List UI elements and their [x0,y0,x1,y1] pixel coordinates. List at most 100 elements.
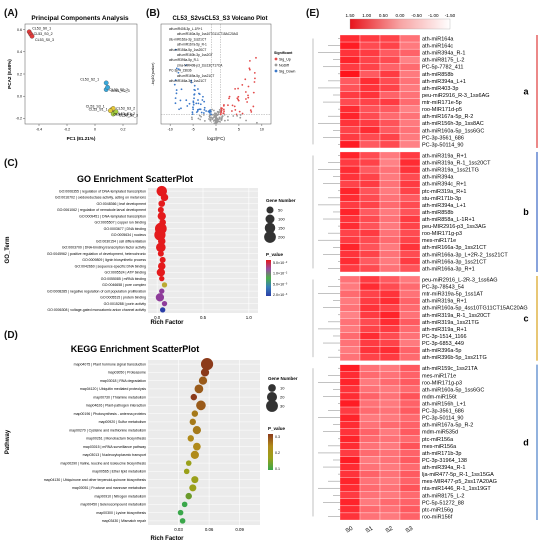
kegg-point [187,435,194,442]
go-term-label: GO:0006355 | regulation of DNA-templated… [59,189,146,193]
kegg-point [185,492,192,500]
heatmap-cell [379,91,401,99]
volcano-point [209,116,212,119]
heatmap-cell [399,339,421,347]
heatmap-row-label: mes-MIR477-p5_2ss17A20AG [422,479,497,485]
go-term-label: GO:0055085 | mRNA binding [101,277,146,281]
heatmap-cell [339,172,361,181]
volcano-point [219,113,222,115]
heatmap-cell [379,449,401,457]
heatmap-cell [339,421,361,429]
heatmap-cell [359,339,381,347]
heatmap-cell [339,304,361,312]
heatmap-cell [359,187,381,195]
kegg-term-label: map00290 | Valine, leucine and isoleucin… [61,461,147,465]
volcano-point [218,120,221,123]
volcano-annotation: ath-miR167a-5p_R-1 [177,43,207,47]
kegg-point [192,426,201,435]
heatmap-cell [339,456,361,464]
heatmap-cell [359,201,381,209]
pca-xtick-label: -0.4 [36,128,42,132]
kegg-term-label: map00730 | Thiamine metabolism [93,395,146,399]
volcano-point [197,88,199,90]
heatmap-cell [379,296,401,305]
volcano-point [255,56,257,59]
kegg-point [193,442,201,451]
pca-point-label: CL53_S3_2 [116,107,135,111]
heatmap-row-label: stu-miR171b-3p [422,196,461,202]
heatmap-cell [339,208,361,216]
heatmap-cell [379,63,401,71]
heatmap-cell [379,222,401,230]
volcano-point [203,106,206,109]
pca-title: Principal Components Analysis [31,15,129,22]
volcano-point [198,93,201,96]
heatmap-cell [359,257,381,266]
heatmap-cell [399,165,421,174]
go-size-legend-marker [264,231,276,243]
volcano-point [211,108,213,111]
panel-label-c: (C) [4,158,18,169]
heatmap-row-label: ath-miR167a-5p_R-2 [422,114,473,120]
heatmap-cell [339,105,361,113]
heatmap-cell [339,311,361,319]
heatmap-cell [399,98,421,106]
heatmap-row-label: ath-miR160a-5p_1ss6GC [422,128,484,134]
volcano-point [192,101,195,104]
heatmap-cell [379,84,401,92]
heatmap-cell [359,442,381,450]
volcano-point [234,87,237,90]
kegg-point [191,410,199,417]
heatmap-cell [359,477,381,485]
go-term-label: GO:0009451 | DNA-templated transcription [79,214,146,218]
pca-point [29,33,35,39]
heatmap-cell [339,133,361,142]
heatmap-row-label: ath-miR167a-5p_R-2 [422,423,473,429]
heatmap-cell [399,311,421,319]
heatmap-cell [399,442,421,450]
heatmap-row-label: ath-miR166a-3p_L+2R-2_1ss21CT [422,252,508,258]
heatmap-cell [379,282,401,291]
heatmap-cell [399,512,421,521]
heatmap-cell [359,56,381,64]
volcano-point [197,117,200,120]
kegg-point [190,450,199,459]
go-size-legend-marker [266,206,274,214]
go-size-legend-label: 200 [278,234,285,239]
heatmap-cell [359,470,381,478]
heatmap-row-label: PC-5p-51272_88 [422,500,464,506]
heatmap-cell [379,346,401,354]
volcano-point [253,81,256,83]
heatmap-row-label: peu-MIR2916-p3_1ss3AG [422,224,486,230]
heatmap-row-label: ath-miR394a_L+1 [422,203,466,209]
volcano-legend-label: Sig_Up [279,57,291,61]
heatmap-colorbar-tick: 0.00 [396,13,405,18]
heatmap-row-label: ath-miR164c [422,44,453,50]
kegg-color-legend-label: 0.1 [275,467,280,471]
heatmap-cell [359,91,381,99]
volcano-point [254,77,256,80]
heatmap-cell [339,442,361,450]
volcano-point [247,85,250,88]
heatmap-cell [379,371,401,379]
heatmap-cell [339,257,361,266]
heatmap-cell [339,364,361,372]
heatmap-cell [359,364,381,372]
volcano-legend-label: Sig_Down [279,69,295,73]
heatmap-cell [339,112,361,120]
go-term-label: GO:0009809 | lignin biosynthetic process [82,258,146,262]
volcano-point [235,113,238,116]
pca-point-label: CL53_S1_3 [119,113,138,117]
heatmap-row-label: ptc-miR156a [422,437,454,443]
heatmap-cell [339,275,361,284]
heatmap-row-label: ath-miR319a_R-1_1ss20CT [422,313,491,319]
heatmap-row-label: roo-miR156f [422,514,453,520]
heatmap-cell [379,229,401,237]
heatmap-row-label: ath-miR166a-3p_R+1 [422,266,475,272]
heatmap-cell [339,236,361,244]
heatmap-cell [399,257,421,266]
volcano-point [198,108,201,111]
heatmap-row-label: PC-3p-50114_90 [422,142,463,148]
volcano-point [210,113,213,116]
heatmap-cell [399,229,421,237]
